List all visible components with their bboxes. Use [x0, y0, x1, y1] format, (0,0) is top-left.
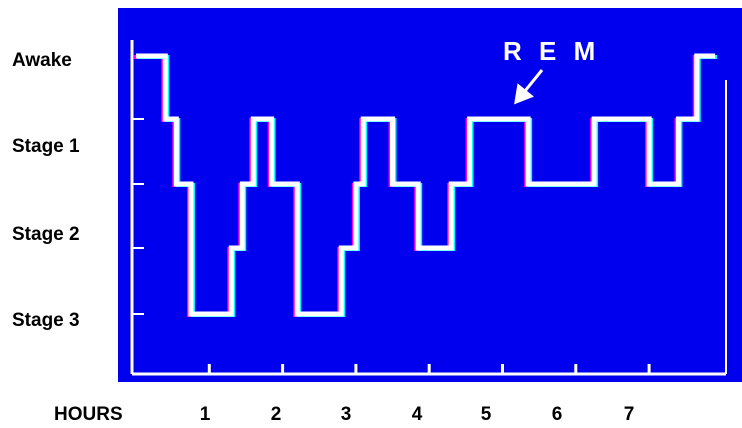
trace-line	[136, 53, 716, 317]
stage-label-awake: Awake	[12, 50, 72, 71]
hour-axis	[130, 40, 727, 376]
stage-label-stage-3: Stage 3	[12, 310, 80, 331]
rem-arrow-icon	[514, 69, 544, 105]
rem-label: R E M	[503, 36, 600, 66]
stage-label-stage-2: Stage 2	[12, 224, 80, 245]
stage-labels: Awake Stage 1 Stage 2 Stage 3	[12, 50, 80, 331]
hour-labels: 1 2 3 4 5 6 7	[200, 404, 635, 425]
hour-tick-label: 7	[624, 404, 635, 425]
stage-label-stage-1: Stage 1	[12, 136, 80, 157]
hour-tick-label: 3	[341, 404, 352, 425]
hour-tick-label: 5	[481, 404, 492, 425]
x-axis-label: HOURS	[54, 404, 123, 425]
sleep-trace	[136, 53, 716, 317]
hour-tick-label: 4	[412, 404, 423, 425]
rem-annotation: R E M	[503, 36, 600, 105]
hour-tick-label: 2	[271, 404, 282, 425]
plot-area	[118, 8, 742, 382]
hour-tick-label: 6	[552, 404, 563, 425]
hour-tick-label: 1	[200, 404, 211, 425]
